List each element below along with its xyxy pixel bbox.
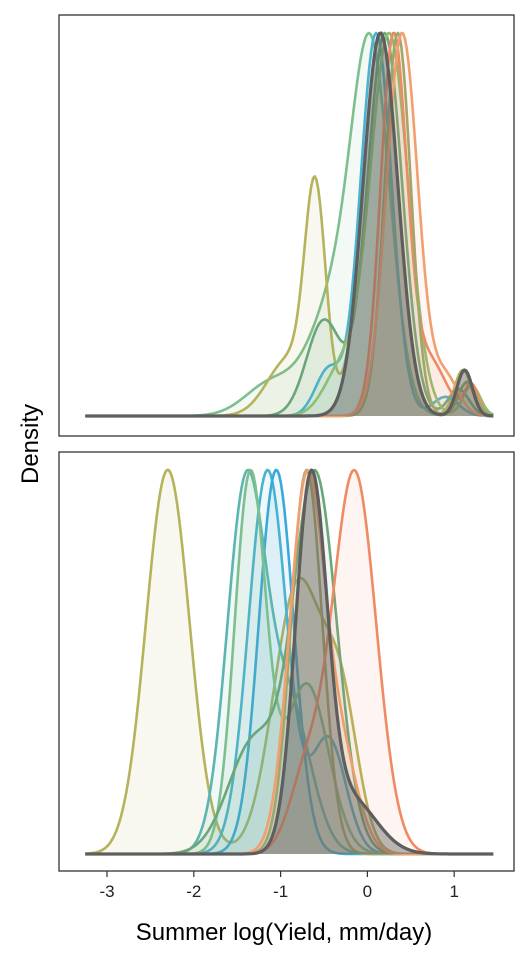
bottom-panel-curves [85, 468, 494, 856]
bottom-density-area-4 [85, 470, 494, 854]
bottom-density-area-9 [85, 470, 494, 854]
x-tick-label: -1 [273, 882, 288, 901]
x-tick-label: 1 [449, 882, 458, 901]
top-panel-curves [85, 31, 494, 418]
bottom-density-area-3 [85, 470, 494, 854]
x-tick-label: -2 [186, 882, 201, 901]
x-axis: -3 -2 -1 0 1 [99, 871, 459, 901]
x-axis-title: Summer log(Yield, mm/day) [136, 919, 433, 946]
bottom-panel [58, 451, 515, 872]
bottom-density-area-7 [85, 470, 494, 854]
bottom-density-line-9 [85, 468, 494, 856]
top-density-area-0 [85, 33, 494, 416]
bottom-panel-frame [58, 451, 515, 872]
y-axis-title: Density [17, 404, 44, 484]
x-tick-label: -3 [99, 882, 114, 901]
top-panel-frame [58, 14, 515, 437]
top-panel [58, 14, 515, 437]
top-density-area-8 [85, 33, 494, 416]
top-density-area-2 [85, 33, 494, 416]
x-tick-label: 0 [363, 882, 372, 901]
top-density-line-8 [85, 31, 494, 418]
